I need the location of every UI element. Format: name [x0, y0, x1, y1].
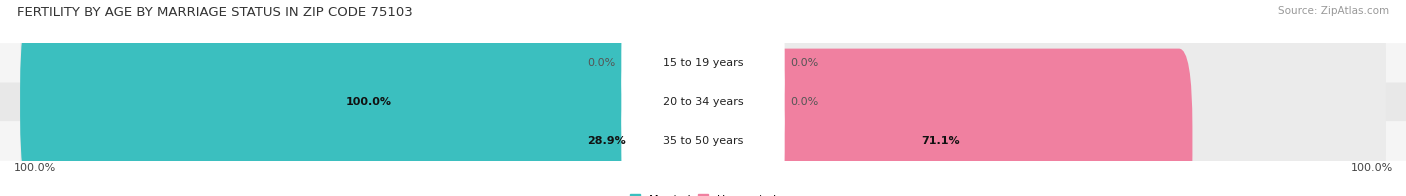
- FancyBboxPatch shape: [0, 82, 1406, 122]
- FancyBboxPatch shape: [621, 5, 785, 121]
- Text: 100.0%: 100.0%: [14, 163, 56, 173]
- FancyBboxPatch shape: [20, 9, 717, 194]
- FancyBboxPatch shape: [689, 9, 1386, 194]
- Text: Source: ZipAtlas.com: Source: ZipAtlas.com: [1278, 6, 1389, 16]
- Text: 15 to 19 years: 15 to 19 years: [662, 58, 744, 68]
- Legend: Married, Unmarried: Married, Unmarried: [630, 194, 776, 196]
- FancyBboxPatch shape: [0, 122, 1406, 161]
- FancyBboxPatch shape: [496, 49, 717, 196]
- Text: 100.0%: 100.0%: [346, 97, 391, 107]
- Text: 0.0%: 0.0%: [790, 58, 818, 68]
- FancyBboxPatch shape: [689, 0, 1386, 155]
- Text: 35 to 50 years: 35 to 50 years: [662, 136, 744, 146]
- Text: 0.0%: 0.0%: [790, 97, 818, 107]
- FancyBboxPatch shape: [0, 43, 1406, 82]
- Text: 28.9%: 28.9%: [586, 136, 626, 146]
- FancyBboxPatch shape: [20, 9, 717, 194]
- Text: 20 to 34 years: 20 to 34 years: [662, 97, 744, 107]
- FancyBboxPatch shape: [20, 49, 717, 196]
- FancyBboxPatch shape: [621, 83, 785, 196]
- Text: 71.1%: 71.1%: [922, 136, 960, 146]
- FancyBboxPatch shape: [689, 49, 1192, 196]
- Text: 0.0%: 0.0%: [588, 58, 616, 68]
- Text: 100.0%: 100.0%: [1350, 163, 1392, 173]
- FancyBboxPatch shape: [679, 9, 710, 116]
- FancyBboxPatch shape: [621, 44, 785, 160]
- FancyBboxPatch shape: [20, 0, 717, 155]
- FancyBboxPatch shape: [696, 9, 727, 116]
- Text: FERTILITY BY AGE BY MARRIAGE STATUS IN ZIP CODE 75103: FERTILITY BY AGE BY MARRIAGE STATUS IN Z…: [17, 6, 412, 19]
- FancyBboxPatch shape: [689, 49, 1386, 196]
